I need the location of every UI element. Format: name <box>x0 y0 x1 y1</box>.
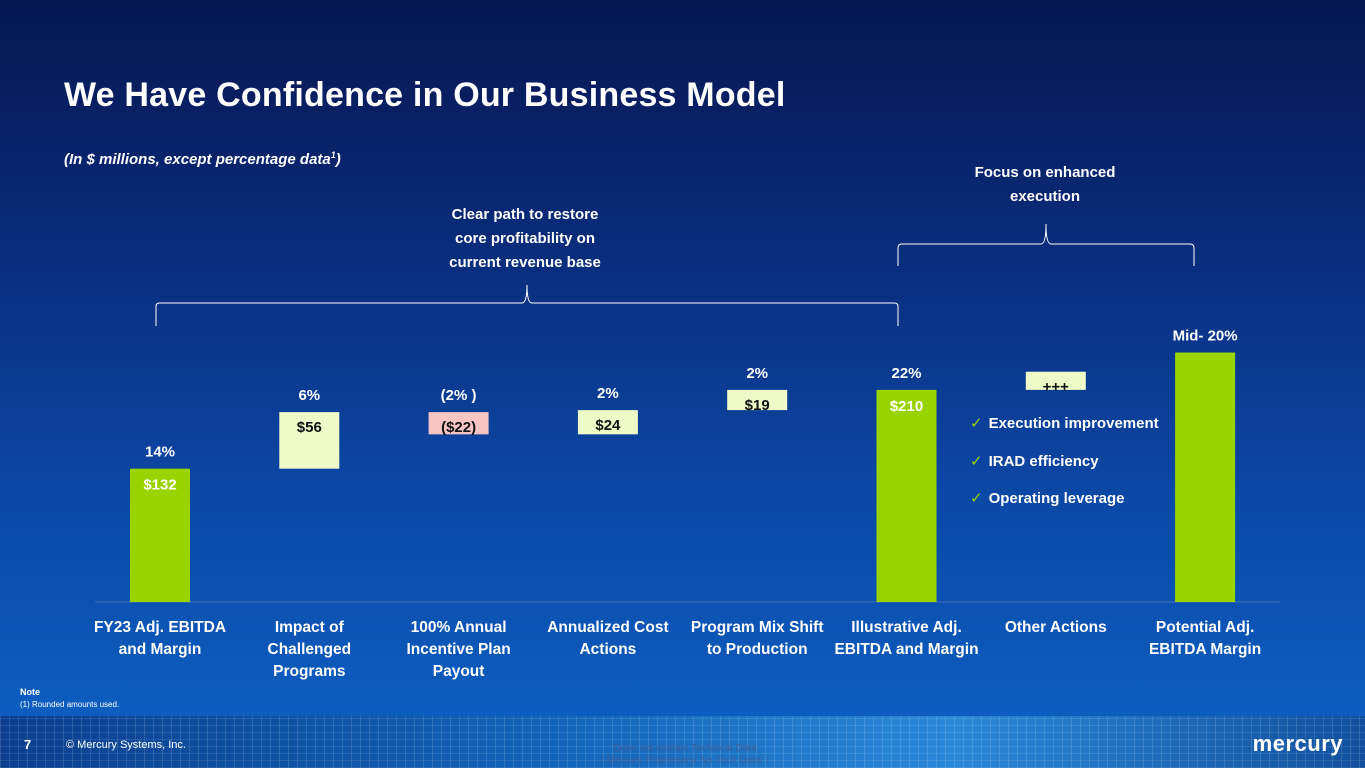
tick-label: FY23 Adj. EBITDA <box>94 619 226 636</box>
page-subtitle: (In $ millions, except percentage data1) <box>64 150 341 168</box>
data-label: ($22) <box>441 419 476 436</box>
bar <box>727 389 788 411</box>
pct-label: 2% <box>746 365 768 382</box>
execution-callout-line: execution <box>1009 188 1081 205</box>
bar <box>1175 352 1236 602</box>
tick-label: Programs <box>273 663 345 680</box>
pct-label: 2% <box>597 385 619 402</box>
data-label: $132 <box>143 477 176 494</box>
classification-line: Does not contain Technical Data <box>613 743 757 754</box>
execution-bracket <box>897 223 1195 266</box>
tick-label: Other Actions <box>1005 619 1107 636</box>
restore-callout-line: Clear path to restore <box>451 206 599 223</box>
bar <box>130 468 190 602</box>
pct-label: 6% <box>298 387 320 404</box>
mercury-logo: mercury <box>1252 731 1343 756</box>
tick-label: Program Mix Shift <box>691 619 824 636</box>
check-icon: ✓ <box>970 415 983 432</box>
data-label: $56 <box>297 419 322 436</box>
subtitle-close: ) <box>335 151 341 168</box>
tick-label: Incentive Plan <box>406 641 510 658</box>
classification-line: / Mercury Proprietary/ No Tech Data/ / <box>601 755 769 766</box>
tick-label: Challenged <box>268 641 352 658</box>
classification-label: Does not contain Technical Data / Mercur… <box>560 743 810 767</box>
tick-label: and Margin <box>119 641 202 658</box>
check-icon: ✓ <box>970 490 983 507</box>
execution-callout: Focus on enhanced execution <box>945 161 1145 209</box>
check-icon: ✓ <box>970 453 983 470</box>
bar <box>1025 371 1086 390</box>
restore-callout-line: core profitability on <box>454 230 595 247</box>
pct-label: 14% <box>145 444 175 461</box>
checklist-item: ✓ Execution improvement <box>970 414 1159 432</box>
tick-label: EBITDA Margin <box>1149 641 1261 658</box>
footer-pattern <box>0 716 1365 768</box>
restore-callout: Clear path to restore core profitability… <box>410 203 640 275</box>
pct-label: Mid- 20% <box>1173 328 1238 345</box>
page-number: 7 <box>24 737 32 752</box>
subtitle-footnote-marker: 1 <box>330 150 336 160</box>
tick-label: Potential Adj. <box>1156 619 1254 636</box>
checklist-item: ✓ IRAD efficiency <box>970 452 1099 470</box>
restore-callout-line: current revenue base <box>449 254 601 271</box>
footer: 7 © Mercury Systems, Inc. Does not conta… <box>0 716 1365 768</box>
checklist-label: IRAD efficiency <box>988 453 1099 470</box>
tick-label: Payout <box>433 663 485 680</box>
waterfall-chart: $132 14% FY23 Adj. EBITDA and Margin $56 6% Im… <box>94 223 1280 680</box>
copyright: © Mercury Systems, Inc. <box>66 739 186 751</box>
tick-label: EBITDA and Margin <box>834 641 978 658</box>
checklist-label: Operating leverage <box>988 490 1125 507</box>
tick-label: Impact of <box>275 619 345 636</box>
bar <box>876 389 937 602</box>
bar <box>279 412 340 469</box>
bar <box>428 412 489 435</box>
checklist-item: ✓ Operating leverage <box>970 489 1124 507</box>
note-text: (1) Rounded amounts used. <box>20 700 120 709</box>
tick-label: Actions <box>579 641 636 658</box>
bar <box>577 410 638 435</box>
tick-label: 100% Annual <box>411 619 507 636</box>
data-label: $24 <box>595 417 621 434</box>
checklist-label: Execution improvement <box>988 415 1159 432</box>
pct-label: 22% <box>891 365 921 382</box>
execution-callout-line: Focus on enhanced <box>974 164 1116 181</box>
data-label: $19 <box>745 397 770 414</box>
tick-label: Annualized Cost <box>547 619 668 636</box>
note-heading: Note <box>20 687 40 697</box>
tick-label: to Production <box>707 641 808 658</box>
pct-label: (2% ) <box>441 387 477 404</box>
data-label: +++ <box>1043 379 1070 396</box>
page-title: We Have Confidence in Our Business Model <box>64 76 786 114</box>
data-label: $210 <box>890 398 923 415</box>
tick-label: Illustrative Adj. <box>851 619 962 636</box>
subtitle-text: (In $ millions, except percentage data <box>64 151 331 168</box>
restore-bracket <box>155 284 899 326</box>
